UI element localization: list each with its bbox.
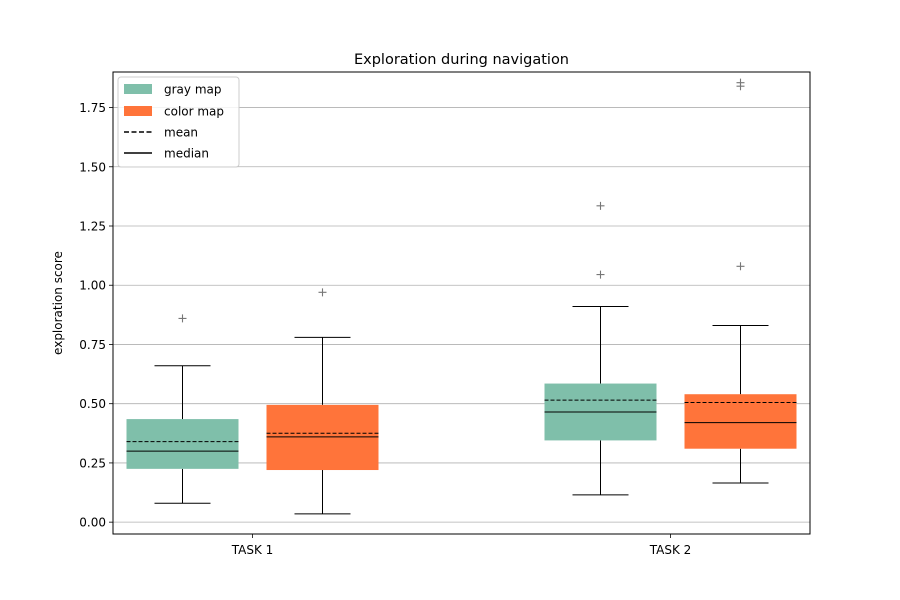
legend-label: median bbox=[164, 147, 209, 161]
x-tick-label: TASK 2 bbox=[649, 543, 692, 557]
box-gray-map-task-1 bbox=[126, 314, 239, 504]
outlier-point bbox=[596, 270, 605, 279]
axes-layer: 0.00 0.25 0.50 0.75 1.00 1.25 1.50 1.75 TASK 1 TA… bbox=[79, 71, 811, 557]
legend-label: gray map bbox=[164, 83, 221, 97]
y-tick-label: 0.50 bbox=[79, 397, 106, 411]
outlier-point bbox=[596, 201, 605, 210]
box-body bbox=[126, 419, 239, 469]
legend-swatch bbox=[124, 84, 152, 94]
plot-frame bbox=[112, 71, 811, 535]
legend: gray map color map mean median bbox=[117, 76, 240, 168]
y-axis-label: exploration score bbox=[51, 251, 65, 355]
y-tick-label: 0.25 bbox=[79, 456, 106, 470]
legend-label: color map bbox=[164, 105, 224, 119]
y-tick-label: 1.50 bbox=[79, 160, 106, 174]
legend-swatch bbox=[124, 106, 152, 116]
y-tick-label: 1.00 bbox=[79, 279, 106, 293]
y-tick-label: 1.75 bbox=[79, 101, 106, 115]
x-tick-label: TASK 1 bbox=[231, 543, 274, 557]
chart-title: Exploration during navigation bbox=[354, 52, 569, 68]
outlier-point bbox=[736, 78, 745, 87]
legend-label: mean bbox=[164, 126, 198, 140]
y-tick-label: 1.25 bbox=[79, 220, 106, 234]
box-color-map-task-1 bbox=[266, 288, 379, 515]
legend-box bbox=[117, 76, 240, 168]
outlier-point bbox=[178, 314, 187, 323]
boxes-layer bbox=[126, 78, 797, 515]
box-color-map-task-2 bbox=[684, 78, 797, 484]
box-body bbox=[684, 394, 797, 449]
y-tick-label: 0.75 bbox=[79, 338, 106, 352]
y-tick-label: 0.00 bbox=[79, 516, 106, 530]
box-gray-map-task-2 bbox=[544, 201, 657, 496]
outlier-point bbox=[318, 288, 327, 297]
box-body bbox=[266, 404, 379, 471]
outlier-point bbox=[736, 262, 745, 271]
